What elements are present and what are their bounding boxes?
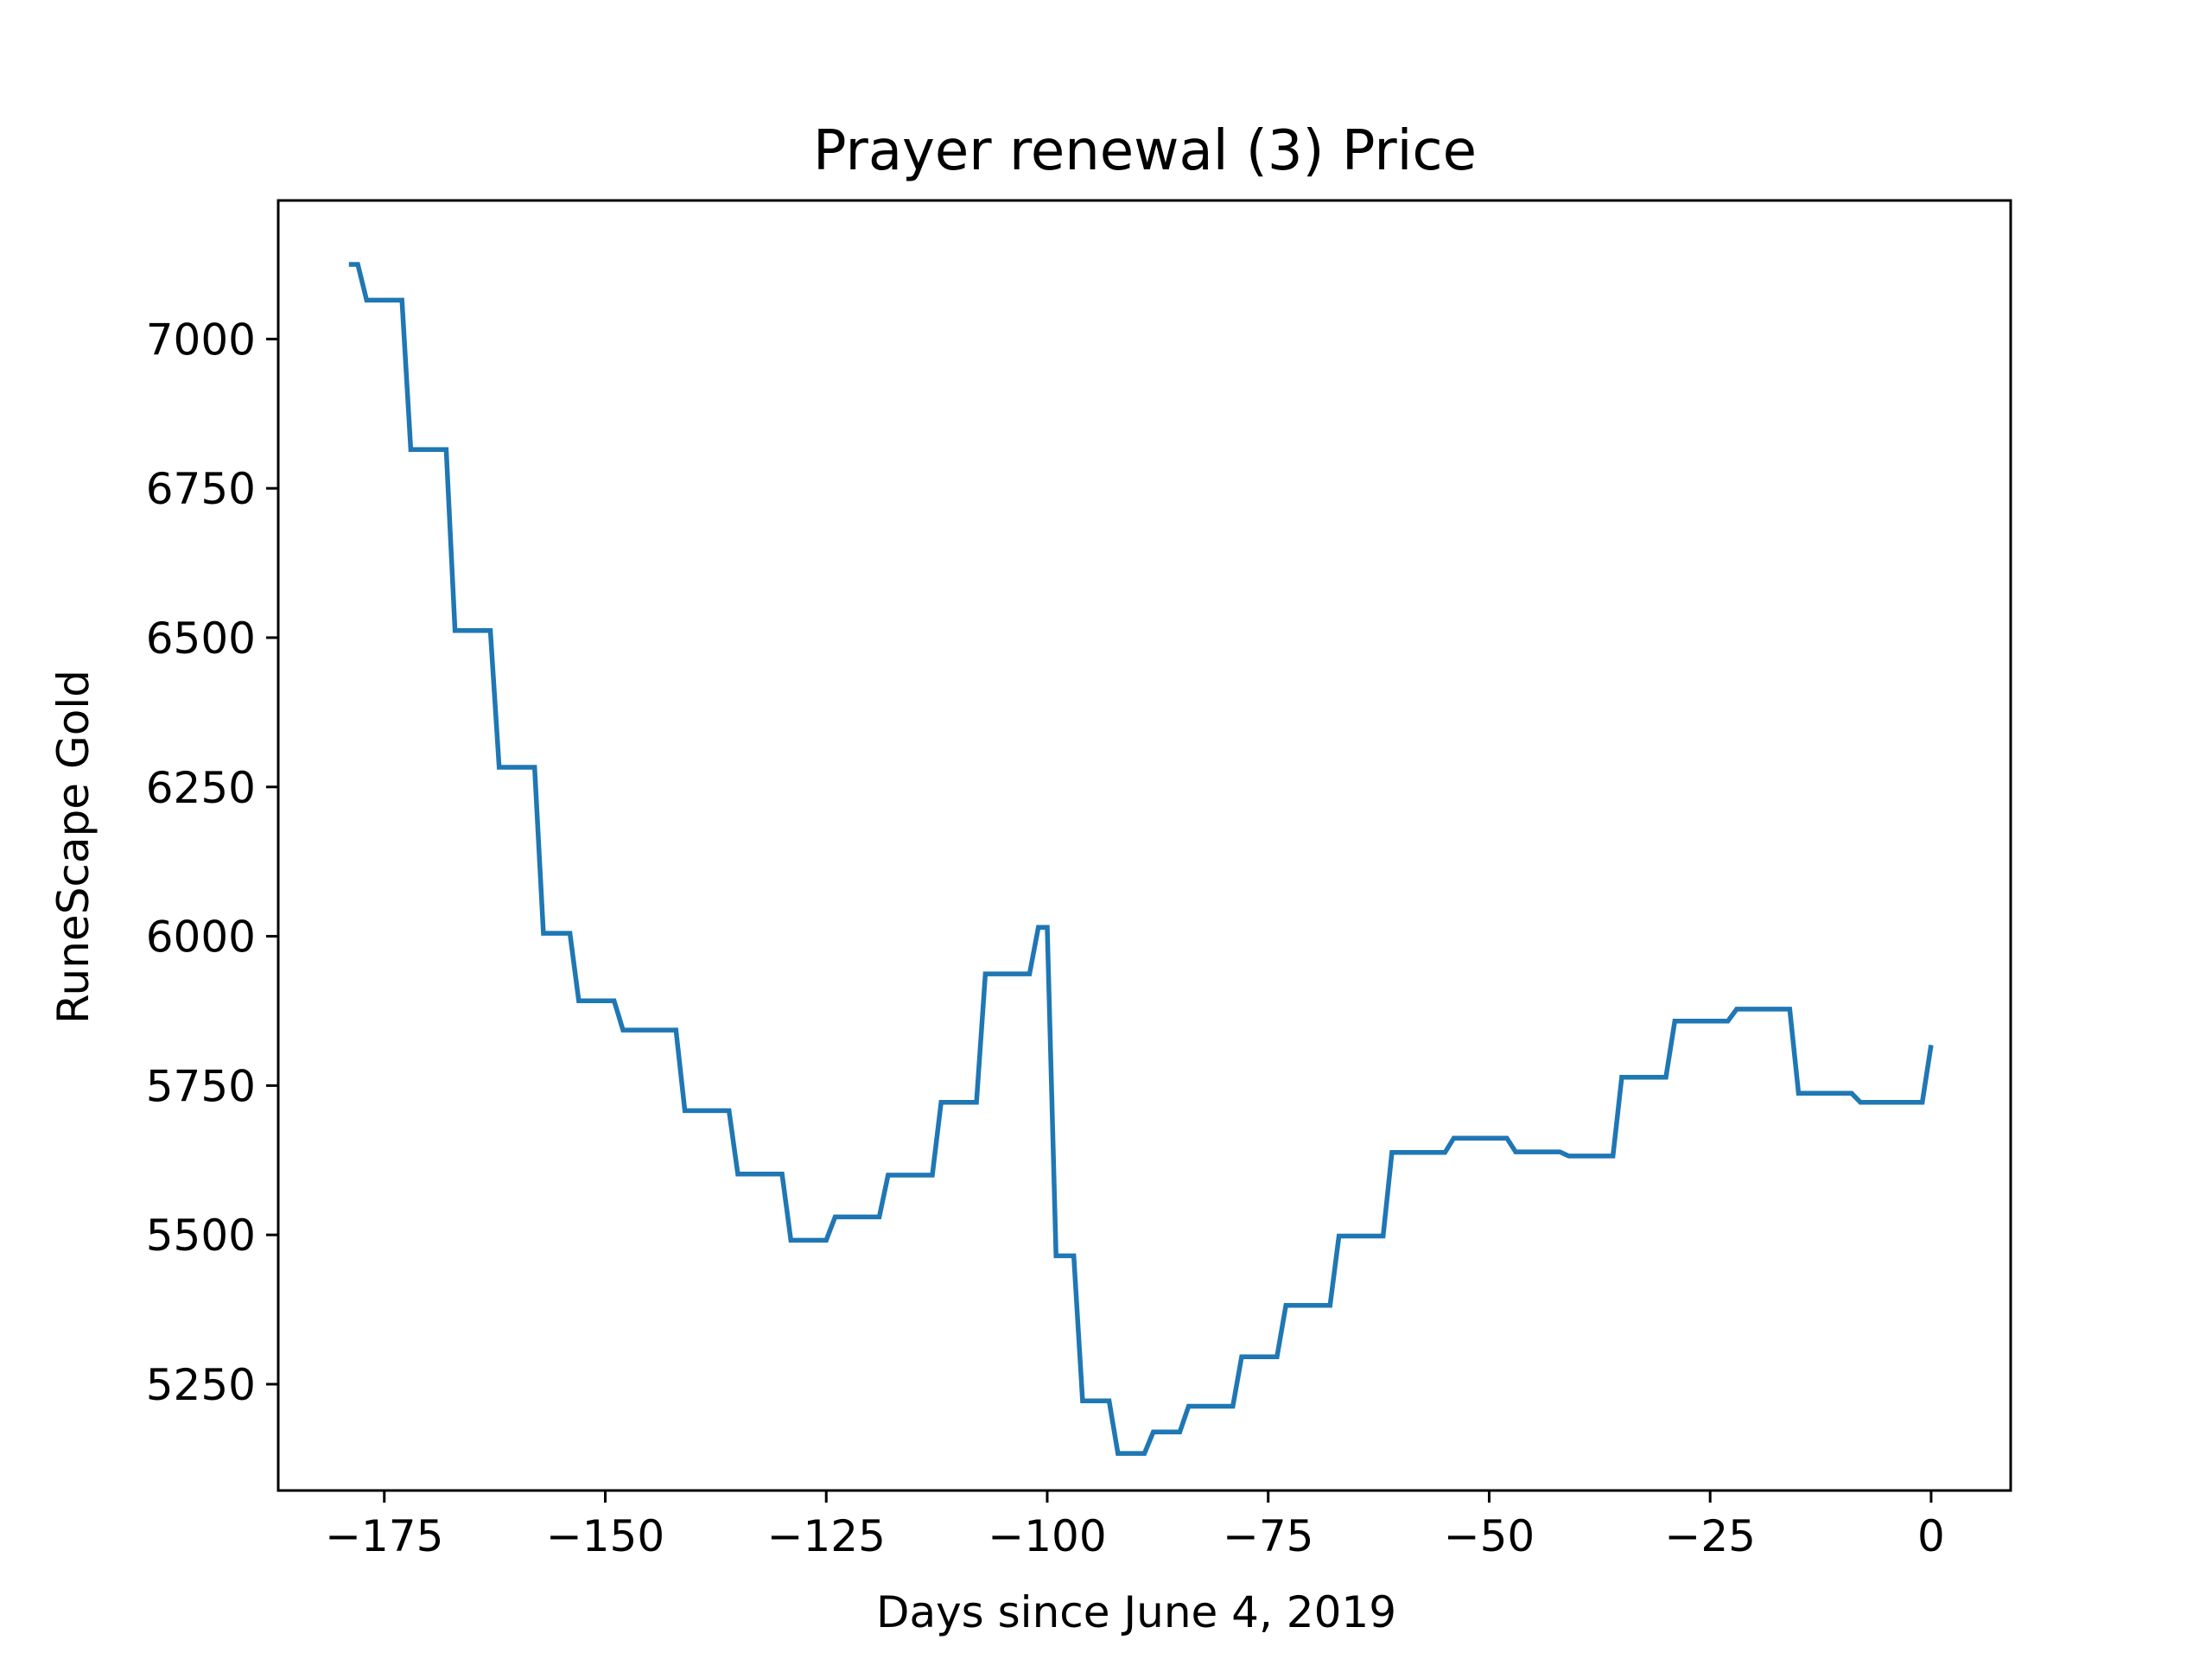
x-tick-label: 0 (1917, 1511, 1945, 1561)
y-tick-label: 5500 (146, 1211, 256, 1261)
y-axis: 5250 5500 5750 6000 6250 6500 6750 7000 (146, 315, 278, 1410)
y-tick-label: 6500 (146, 613, 256, 664)
y-tick-label: 6750 (146, 464, 256, 514)
x-tick-label: −175 (325, 1511, 443, 1561)
y-axis-label: RuneScape Gold (48, 670, 99, 1024)
plot-area (348, 262, 1934, 1456)
x-tick-label: −125 (767, 1511, 886, 1561)
x-axis: −175 −150 −125 −100 −75 −50 −25 0 (325, 1491, 1945, 1561)
x-tick-label: −100 (988, 1511, 1106, 1561)
price-series-line (348, 262, 1934, 1456)
chart-title: Prayer renewal (3) Price (813, 119, 1477, 183)
x-tick-label: −75 (1223, 1511, 1314, 1561)
x-tick-label: −150 (546, 1511, 664, 1561)
axes-frame (276, 199, 2012, 1492)
y-tick-label: 5250 (146, 1360, 256, 1410)
x-tick-label: −50 (1444, 1511, 1535, 1561)
x-tick-label: −25 (1664, 1511, 1756, 1561)
y-tick-label: 6250 (146, 763, 256, 813)
y-tick-label: 6000 (146, 912, 256, 963)
y-tick-label: 5750 (146, 1061, 256, 1111)
x-axis-label: Days since June 4, 2019 (876, 1587, 1396, 1637)
y-tick-label: 7000 (146, 315, 256, 365)
